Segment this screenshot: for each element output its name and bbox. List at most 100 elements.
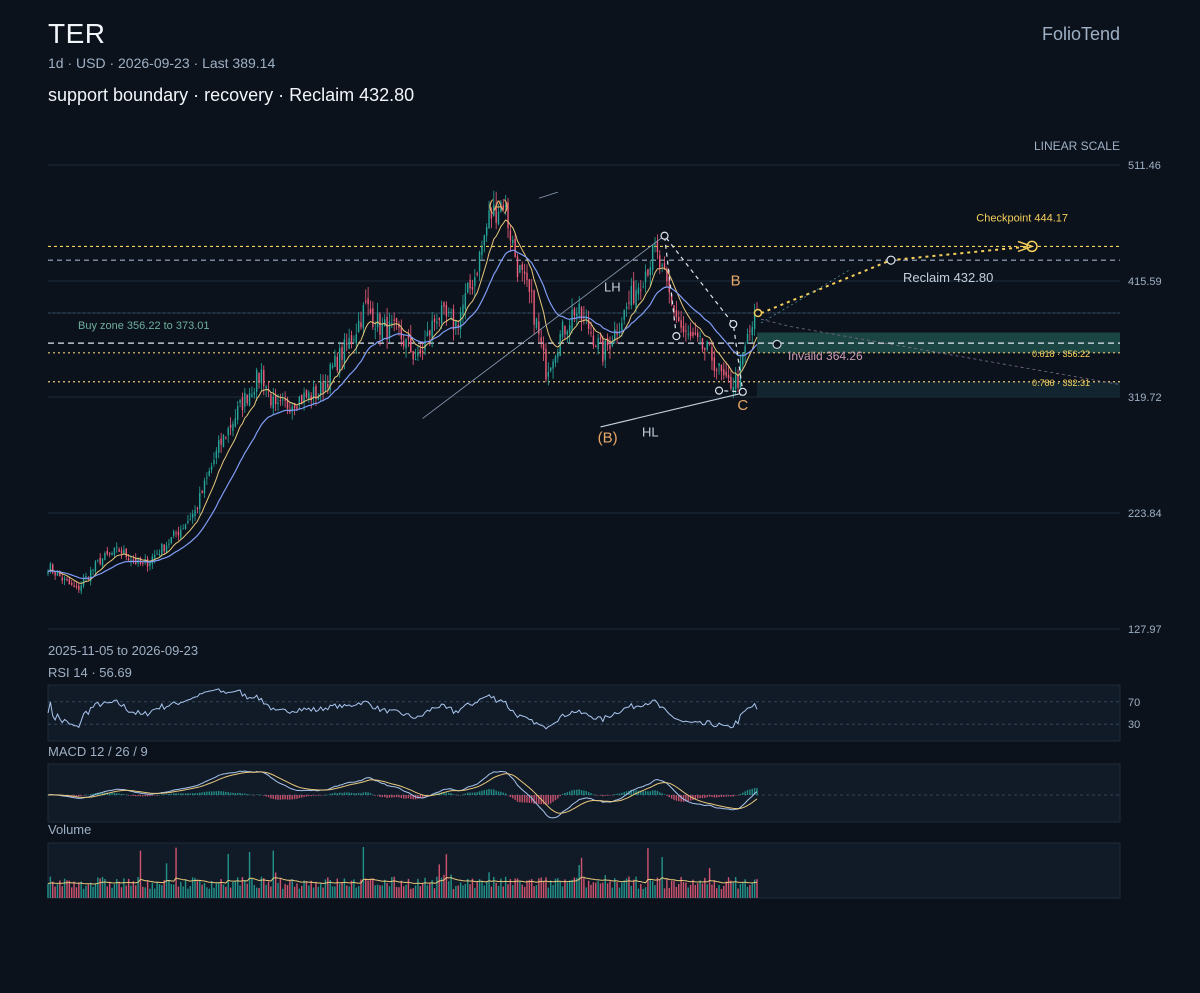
candle-body: [274, 395, 277, 405]
macd-hist-bar: [663, 794, 666, 795]
macd-hist-bar: [246, 794, 248, 795]
macd-hist-bar: [538, 795, 540, 805]
macd-hist-bar: [457, 795, 459, 796]
candle-body: [614, 329, 616, 342]
volume-bar: [71, 887, 73, 898]
candle-body: [272, 396, 274, 409]
volume-bar: [621, 882, 623, 898]
candle-body: [180, 529, 182, 538]
volume-bar: [637, 888, 640, 898]
macd-hist-bar: [208, 791, 210, 795]
macd-hist-bar: [177, 793, 180, 795]
macd-hist-bar: [255, 794, 258, 795]
candle-body: [244, 392, 246, 407]
macd-hist-bar: [153, 795, 156, 796]
volume-bar: [94, 883, 97, 898]
macd-hist-bar: [656, 790, 659, 795]
candle-body: [495, 204, 497, 223]
volume-bar: [519, 880, 521, 898]
swing-label: LH: [604, 279, 621, 294]
volume-bar: [113, 884, 116, 898]
volume-bar: [63, 878, 66, 898]
candle-body: [666, 268, 668, 282]
candle-body: [296, 406, 298, 410]
volume-bar: [301, 885, 303, 898]
volume-bar: [189, 886, 191, 898]
candle-body: [253, 392, 256, 395]
macd-hist-bar: [142, 795, 144, 797]
alt-path: [760, 269, 851, 324]
volume-bar: [123, 878, 125, 898]
volume-bar: [206, 887, 208, 898]
macd-hist-bar: [381, 795, 384, 798]
macd-hist-bar: [120, 793, 123, 795]
macd-hist-bar: [602, 795, 604, 797]
volume-bar: [175, 847, 177, 898]
volume-bar: [685, 882, 687, 898]
macd-hist-bar: [697, 795, 699, 799]
y-tick-label: 319.72: [1128, 392, 1162, 404]
candle-body: [412, 351, 414, 360]
y-tick-label: 223.84: [1128, 508, 1162, 520]
volume-bar: [201, 884, 203, 898]
volume-bar: [614, 878, 616, 898]
candle-body: [94, 561, 97, 572]
macd-hist-bar: [531, 795, 533, 803]
candle-body: [213, 460, 215, 464]
candle-body: [708, 342, 711, 344]
candle-body: [429, 330, 431, 336]
macd-hist-bar: [554, 795, 557, 801]
macd-line: [47, 770, 758, 819]
volume-bar: [99, 878, 101, 898]
candle-body: [85, 576, 87, 578]
macd-hist-bar: [360, 793, 362, 795]
volume-bar: [455, 885, 457, 898]
downside-path: [760, 318, 1121, 385]
candle-body: [571, 309, 573, 330]
macd-hist-bar: [258, 794, 260, 796]
volume-bar: [429, 882, 431, 898]
macd-hist-bar: [163, 794, 165, 795]
volume-bar: [526, 880, 528, 898]
volume-bar: [630, 885, 633, 898]
volume-bar: [400, 880, 403, 898]
volume-bar: [303, 880, 305, 898]
volume-bar: [749, 885, 751, 898]
volume-bar: [296, 883, 298, 898]
macd-hist-bar: [99, 792, 101, 795]
macd-hist-bar: [580, 790, 583, 795]
volume-bar: [602, 882, 604, 898]
volume-bar: [158, 884, 161, 898]
macd-hist-bar: [130, 795, 132, 796]
macd-hist-bar: [493, 789, 495, 795]
candle-body: [670, 294, 673, 301]
macd-hist-bar: [111, 792, 113, 795]
ticker-symbol: TER: [48, 18, 106, 49]
candle-body: [469, 279, 471, 289]
reclaim-label: Reclaim 432.80: [903, 270, 993, 285]
candle-body: [142, 562, 144, 564]
macd-hist-bar: [127, 795, 130, 796]
candle-body: [312, 387, 315, 399]
checkpoint-label: Checkpoint 444.17: [976, 212, 1068, 224]
volume-bar: [723, 885, 725, 898]
candle-body: [599, 337, 602, 340]
macd-hist-bar: [545, 795, 547, 805]
volume-bar: [504, 876, 507, 898]
candle-body: [327, 384, 329, 387]
candle-body: [566, 331, 569, 335]
wave-label: (B): [598, 430, 618, 447]
candle-body: [189, 519, 191, 521]
macd-hist-bar: [239, 792, 241, 795]
macd-hist-bar: [341, 792, 343, 795]
macd-hist-bar: [625, 791, 628, 795]
candle-body: [462, 304, 464, 315]
volume-bar: [666, 878, 668, 898]
candle-body: [357, 320, 360, 332]
macd-hist-bar: [398, 795, 400, 798]
macd-hist-bar: [464, 793, 467, 795]
volume-bar: [431, 880, 433, 898]
macd-hist-bar: [291, 795, 293, 800]
volume-bar: [727, 877, 730, 898]
macd-hist-bar: [319, 795, 322, 796]
